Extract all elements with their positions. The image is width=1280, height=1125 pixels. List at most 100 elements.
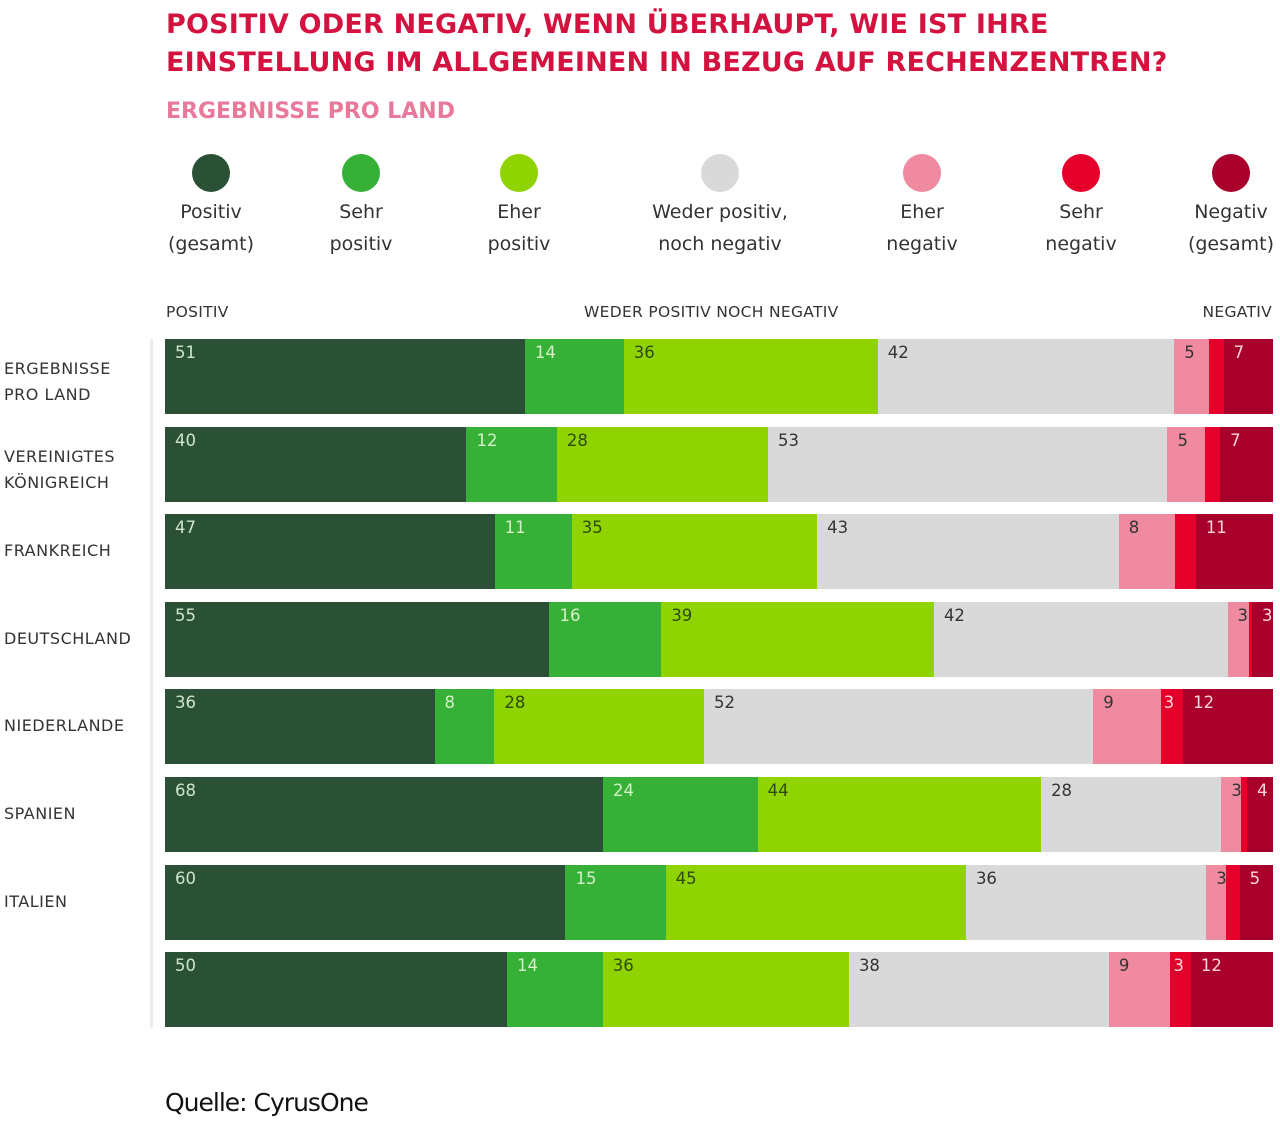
data-label: 42 (887, 343, 909, 362)
data-label: 36 (633, 343, 655, 362)
legend-swatch (192, 154, 230, 192)
data-label: 38 (858, 956, 880, 976)
axis-line (150, 339, 153, 1028)
legend-swatch (701, 154, 739, 192)
data-label: 7 (1230, 430, 1241, 450)
bar-segment-sehr-positiv: 16 (549, 601, 662, 677)
bar-row: 60 15 45 36 3 5 (165, 864, 1273, 940)
legend-item: Sehr negativ (996, 154, 1166, 260)
bar-segment-weder: 52 (704, 689, 1094, 765)
bar-segment-weder: 43 (817, 514, 1119, 590)
legend-swatch (500, 154, 538, 192)
bar-row: 55 16 39 42 3 3 (165, 601, 1273, 677)
data-label: 35 (581, 518, 603, 538)
column-header-negativ: NEGATIV (1202, 303, 1272, 321)
bar-segment-negativ-gesamt: 5 (1239, 864, 1273, 940)
legend-label-line1: Eher (497, 201, 541, 223)
bar-segment-negativ-gesamt: 11 (1195, 514, 1273, 590)
bar-segment-sehr-positiv: 24 (603, 777, 758, 852)
bar-segment-sehr-negativ: 3 (1170, 952, 1191, 1028)
row-label: DEUTSCHLAND (4, 626, 154, 652)
bar-segment-negativ-gesamt: 7 (1220, 426, 1273, 502)
data-label: 3 (1231, 781, 1242, 800)
data-label: 51 (175, 343, 196, 362)
legend-label-line2: negativ (886, 233, 958, 255)
row-label-line1: ITALIEN (4, 891, 68, 911)
data-label: 12 (476, 430, 498, 450)
bar-segment-positiv-gesamt: 47 (165, 514, 495, 590)
bar-segment-weder: 28 (1041, 777, 1222, 852)
data-label: 11 (1205, 518, 1227, 538)
data-label: 8 (1128, 518, 1140, 538)
legend-label-line1: Positiv (180, 201, 242, 223)
bar-segment-sehr-negativ (1248, 601, 1252, 677)
bar-segment-sehr-negativ: 3 (1160, 689, 1184, 765)
row-label-line1: VEREINIGTES (4, 446, 116, 466)
row-label: ITALIEN (4, 889, 154, 915)
row-label-line1: SPANIEN (4, 804, 76, 823)
data-label: 43 (827, 518, 849, 538)
data-label: 24 (613, 781, 635, 800)
row-label-line2: KÖNIGREICH (4, 472, 110, 492)
bar-row: 40 12 28 53 5 7 (165, 426, 1273, 502)
bar-segment-eher-negativ: 3 (1206, 864, 1227, 940)
row-label: FRANKREICH (4, 538, 154, 564)
row-label: VEREINIGTES KÖNIGREICH (4, 444, 154, 496)
legend-label-line1: Sehr (1059, 201, 1103, 223)
data-label: 12 (1193, 693, 1215, 713)
legend-label-line1: Sehr (339, 201, 383, 223)
row-label-line1: DEUTSCHLAND (4, 628, 132, 648)
bar-segment-positiv-gesamt: 60 (165, 864, 566, 940)
bar-segment-weder: 36 (965, 864, 1207, 940)
legend-swatch (342, 154, 380, 192)
bar-segment-sehr-negativ (1226, 864, 1240, 940)
bar-segment-positiv-gesamt: 50 (165, 952, 507, 1028)
bar-segment-sehr-negativ (1174, 514, 1196, 590)
legend-swatch (903, 154, 941, 192)
bar-segment-weder: 42 (877, 339, 1175, 414)
bar-segment-negativ-gesamt: 4 (1247, 777, 1273, 852)
row-label-line1: ERGEBNISSE (4, 359, 111, 378)
bar-segment-sehr-positiv: 12 (466, 426, 557, 502)
bar-segment-sehr-positiv: 11 (494, 514, 572, 590)
bar-segment-sehr-positiv: 14 (524, 339, 624, 414)
bar-segment-sehr-negativ (1209, 339, 1224, 414)
bar-segment-sehr-positiv: 14 (506, 952, 603, 1028)
row-label-line2: PRO LAND (4, 385, 91, 404)
bar-segment-eher-positiv: 36 (623, 339, 878, 414)
legend-label-line1: Eher (900, 201, 944, 223)
source-note: Quelle: CyrusOne (165, 1088, 369, 1117)
legend-item: Positiv (gesamt) (126, 154, 296, 260)
bar-segment-sehr-positiv: 15 (565, 864, 666, 940)
bar-row: 50 14 36 38 9 3 12 (165, 952, 1273, 1028)
data-label: 39 (671, 605, 693, 625)
data-label: 11 (504, 518, 526, 538)
data-label: 3 (1216, 868, 1227, 888)
legend-item: Eher negativ (837, 154, 1007, 260)
bar-segment-eher-negativ: 5 (1167, 426, 1206, 502)
bar-segment-positiv-gesamt: 51 (165, 339, 525, 414)
data-label: 60 (175, 868, 196, 888)
row-label-line1: FRANKREICH (4, 541, 112, 561)
data-label: 68 (175, 781, 196, 800)
bar-segment-sehr-positiv: 8 (434, 689, 495, 765)
data-label: 5 (1184, 343, 1195, 362)
row-label: NIEDERLANDE (4, 713, 154, 739)
data-label: 3 (1237, 605, 1249, 625)
data-label: 40 (175, 430, 196, 450)
bar-segment-negativ-gesamt: 3 (1251, 601, 1273, 677)
data-label: 12 (1200, 956, 1222, 976)
chart-subtitle: ERGEBNISSE PRO LAND (166, 99, 455, 124)
legend-label-line1: Weder positiv, (652, 201, 788, 223)
bar-segment-eher-positiv: 44 (757, 777, 1042, 852)
data-label: 47 (175, 518, 196, 538)
bar-segment-eher-positiv: 28 (556, 426, 768, 502)
data-label: 14 (516, 956, 538, 976)
bar-segment-negativ-gesamt: 12 (1190, 952, 1273, 1028)
bar-row: 47 11 35 43 8 11 (165, 514, 1273, 590)
data-label: 28 (566, 430, 588, 450)
data-label: 28 (1051, 781, 1073, 800)
bar-segment-sehr-negativ (1240, 777, 1248, 852)
row-label-line1: NIEDERLANDE (4, 716, 125, 736)
legend-label-line2: noch negativ (658, 233, 782, 255)
